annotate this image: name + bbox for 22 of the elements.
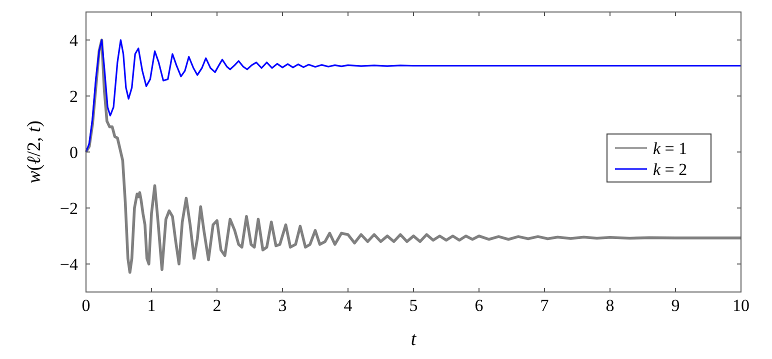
legend-label: k = 1 — [653, 139, 688, 158]
line-series — [84, 38, 742, 274]
y-axis-title: w(ℓ/2, t) — [24, 120, 45, 184]
x-tick-label: 10 — [732, 296, 750, 315]
x-tick-label: 8 — [606, 296, 614, 315]
x-tick-label: 3 — [278, 296, 287, 315]
y-tick-label: −4 — [60, 255, 78, 274]
y-tick-label: 4 — [70, 31, 78, 50]
x-tick-label: 5 — [409, 296, 418, 315]
line-series — [85, 39, 742, 153]
x-tick-label: 7 — [540, 296, 550, 315]
x-tick-label: 6 — [474, 296, 484, 315]
x-tick-label: 0 — [82, 296, 90, 315]
x-tick-label: 1 — [147, 296, 156, 315]
x-tick-label: 9 — [671, 296, 680, 315]
x-axis-title: t — [410, 329, 417, 350]
y-tick-label: −2 — [60, 199, 78, 218]
y-tick-label: 0 — [70, 143, 78, 162]
x-tick-label: 4 — [344, 296, 353, 315]
x-tick-label: 2 — [212, 296, 222, 315]
legend-label: k = 2 — [653, 160, 688, 179]
y-tick-label: 2 — [70, 87, 78, 106]
